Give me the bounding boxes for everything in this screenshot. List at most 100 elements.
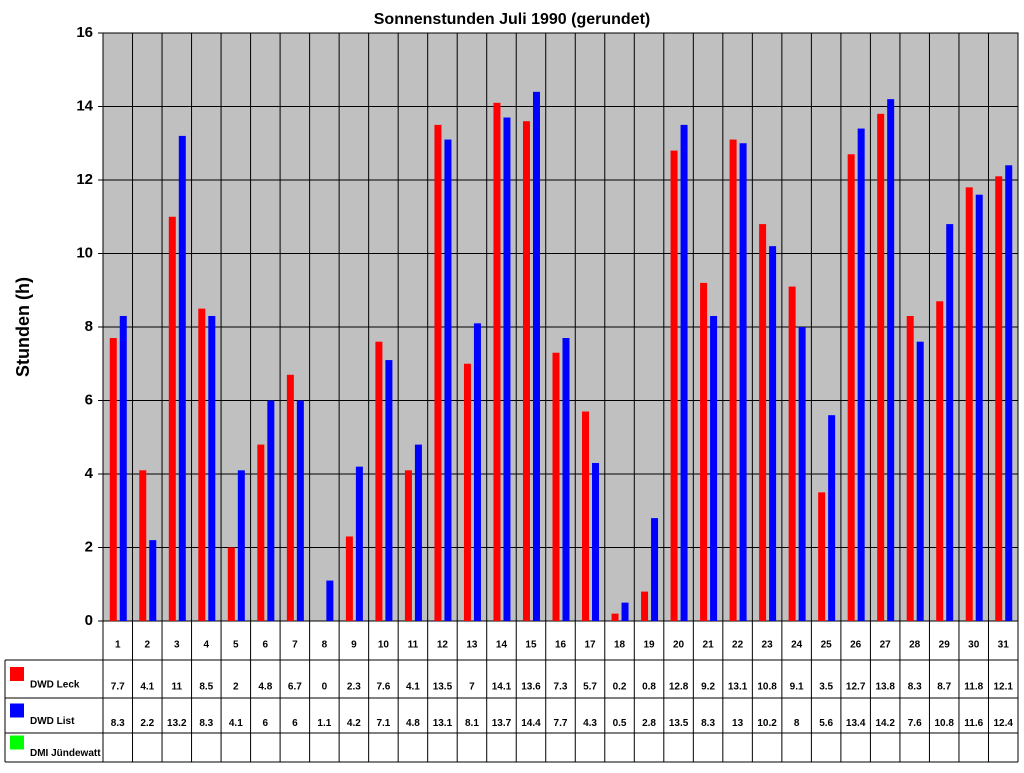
table-value: 8.3: [111, 718, 125, 729]
table-value: 0.2: [613, 682, 627, 693]
x-tick-label: 4: [204, 640, 210, 651]
bar: [503, 117, 511, 622]
bar: [769, 246, 777, 621]
x-tick-label: 11: [408, 640, 419, 651]
y-tick-label: 6: [85, 391, 93, 408]
legend-swatch: [10, 667, 24, 681]
table-value: 4.8: [406, 718, 420, 729]
bar: [995, 176, 1003, 621]
bar: [434, 124, 442, 621]
x-tick-label: 22: [732, 640, 744, 651]
chart-title: Sonnenstunden Juli 1990 (gerundet): [374, 11, 650, 28]
table-value: 5.7: [583, 682, 597, 693]
x-tick-label: 27: [880, 640, 892, 651]
x-tick-label: 23: [762, 640, 774, 651]
bar: [562, 338, 570, 621]
bar: [680, 124, 688, 621]
x-tick-label: 1: [115, 640, 121, 651]
table-value: 13.6: [521, 682, 541, 693]
table-value: 4.1: [140, 682, 154, 693]
bar: [473, 323, 481, 621]
x-tick-label: 30: [968, 640, 980, 651]
table-value: 12.1: [994, 682, 1014, 693]
bar: [592, 462, 600, 621]
bar: [946, 224, 954, 621]
y-tick-label: 0: [85, 612, 93, 629]
x-tick-label: 19: [643, 640, 655, 651]
table-value: 6.7: [288, 682, 302, 693]
bar: [552, 352, 560, 621]
table-value: 13: [732, 718, 744, 729]
table-value: 8.7: [937, 682, 951, 693]
x-tick-label: 28: [909, 640, 921, 651]
table-value: 7.1: [376, 718, 390, 729]
x-tick-label: 13: [466, 640, 478, 651]
legend-label: DWD List: [30, 716, 75, 727]
x-tick-label: 21: [703, 640, 715, 651]
table-value: 8.5: [199, 682, 213, 693]
x-tick-label: 2: [144, 640, 150, 651]
bar: [237, 470, 245, 621]
bar: [404, 470, 412, 621]
bar: [621, 602, 629, 621]
y-tick-label: 10: [76, 244, 93, 261]
y-tick-label: 16: [76, 24, 93, 41]
bar: [522, 121, 530, 621]
table-value: 7.7: [554, 718, 568, 729]
bar: [168, 216, 176, 621]
table-value: 13.7: [492, 718, 512, 729]
bar: [739, 143, 747, 621]
legend-swatch: [10, 703, 24, 718]
bar: [611, 613, 619, 621]
x-tick-label: 12: [437, 640, 449, 651]
bar: [149, 540, 157, 621]
table-value: 7.3: [554, 682, 568, 693]
legend-label: DWD Leck: [30, 680, 80, 691]
bar: [670, 150, 678, 621]
bar: [651, 518, 659, 621]
bar: [227, 547, 235, 621]
table-value: 13.2: [167, 718, 187, 729]
table-value: 13.1: [433, 718, 453, 729]
x-tick-label: 26: [850, 640, 862, 651]
table-value: 1.1: [317, 718, 331, 729]
x-tick-label: 18: [614, 640, 626, 651]
table-value: 6: [292, 718, 298, 729]
table-value: 10.8: [934, 718, 954, 729]
bar: [532, 91, 540, 622]
bar: [296, 400, 304, 621]
bar: [414, 444, 422, 621]
y-tick-label: 12: [76, 171, 93, 188]
table-value: 7.7: [111, 682, 125, 693]
bar: [109, 338, 117, 621]
bar: [788, 286, 796, 621]
y-tick-label: 2: [85, 538, 93, 555]
table-value: 4.1: [229, 718, 243, 729]
bar: [385, 360, 393, 621]
table-value: 8: [794, 718, 800, 729]
table-value: 4.1: [406, 682, 420, 693]
table-value: 11: [172, 682, 183, 693]
table-value: 0: [322, 682, 328, 693]
table-value: 0.8: [642, 682, 656, 693]
y-tick-label: 4: [85, 465, 94, 482]
x-tick-label: 16: [555, 640, 567, 651]
table-value: 8.1: [465, 718, 479, 729]
x-tick-label: 15: [525, 640, 537, 651]
bar: [857, 128, 865, 622]
bar: [355, 466, 363, 621]
bar: [1005, 165, 1013, 622]
bar: [965, 187, 973, 621]
bar: [798, 327, 806, 621]
bar: [710, 315, 718, 621]
y-tick-label: 8: [85, 318, 93, 335]
bar: [877, 113, 885, 621]
x-tick-label: 24: [791, 640, 803, 651]
table-value: 11.6: [964, 718, 983, 729]
table-value: 12.8: [669, 682, 689, 693]
bar: [828, 415, 836, 621]
table-value: 11.8: [964, 682, 983, 693]
table-value: 7.6: [376, 682, 390, 693]
